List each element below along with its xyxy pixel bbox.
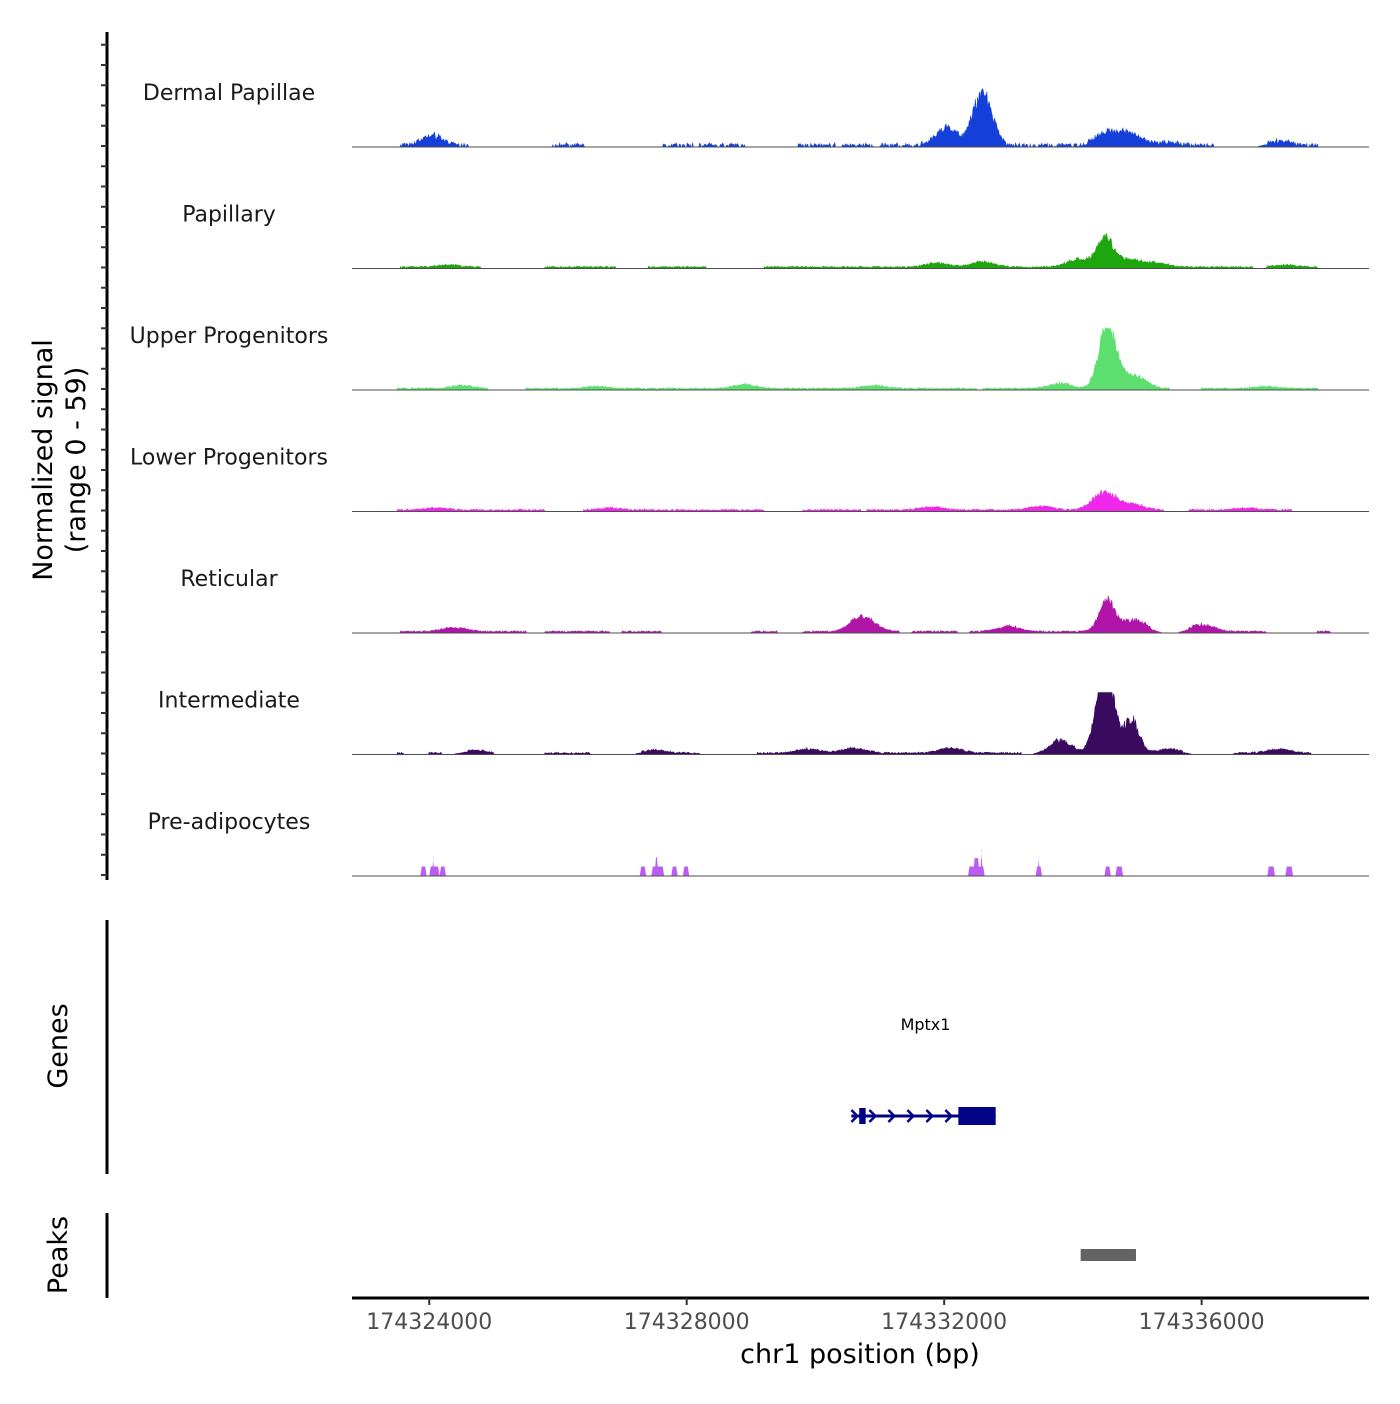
- x-tick-label: 174332000: [881, 1310, 1007, 1335]
- track-label: Dermal Papillae: [143, 81, 315, 106]
- strand-chevron: [906, 1109, 916, 1123]
- signal-block: [639, 866, 647, 876]
- strand-chevron: [868, 1109, 878, 1123]
- signal-block: [429, 866, 440, 876]
- track-label: Upper Progenitors: [130, 324, 329, 349]
- track-label: Reticular: [180, 567, 278, 592]
- track-label: Papillary: [182, 203, 276, 228]
- signal-area: [352, 692, 1369, 755]
- peaks-panel-title: Peaks: [43, 1216, 74, 1294]
- x-tick-label: 174324000: [366, 1310, 492, 1335]
- x-axis-title: chr1 position (bp): [740, 1339, 980, 1370]
- signal-block: [682, 866, 690, 876]
- gene-name-label: Mptx1: [901, 1015, 951, 1034]
- x-tick-label: 174328000: [624, 1310, 750, 1335]
- signal-block: [973, 858, 980, 876]
- signal-area: [352, 327, 1369, 391]
- track-label: Lower Progenitors: [130, 446, 328, 471]
- track-label: Pre-adipocytes: [148, 810, 311, 835]
- genes-panel-title: Genes: [43, 1003, 74, 1088]
- signal-area: [352, 489, 1369, 512]
- signal-area: [352, 595, 1369, 634]
- signal-block: [671, 866, 678, 876]
- signal-block: [420, 866, 427, 876]
- signal-block: [431, 857, 435, 876]
- signal-block: [1267, 866, 1276, 876]
- track-label: Intermediate: [158, 689, 300, 714]
- signal-area: [352, 88, 1369, 149]
- strand-chevron: [850, 1109, 860, 1123]
- x-tick-label: 174336000: [1139, 1310, 1265, 1335]
- strand-chevron: [944, 1109, 954, 1123]
- gene-exon: [958, 1107, 996, 1125]
- y-axis-title-line2: (range 0 - 59): [61, 367, 92, 554]
- signal-block: [1104, 866, 1111, 876]
- y-axis-title-line1: Normalized signal: [28, 339, 59, 581]
- strand-chevron: [925, 1109, 935, 1123]
- signal-block: [1285, 866, 1294, 876]
- signal-block: [654, 857, 659, 876]
- signal-block: [1115, 866, 1124, 876]
- signal-block: [980, 849, 983, 876]
- peak-region: [1080, 1249, 1136, 1261]
- signal-block: [1037, 857, 1041, 876]
- signal-block: [439, 866, 446, 876]
- strand-chevron: [887, 1109, 897, 1123]
- signal-area: [352, 232, 1369, 269]
- gene-exon: [859, 1108, 866, 1124]
